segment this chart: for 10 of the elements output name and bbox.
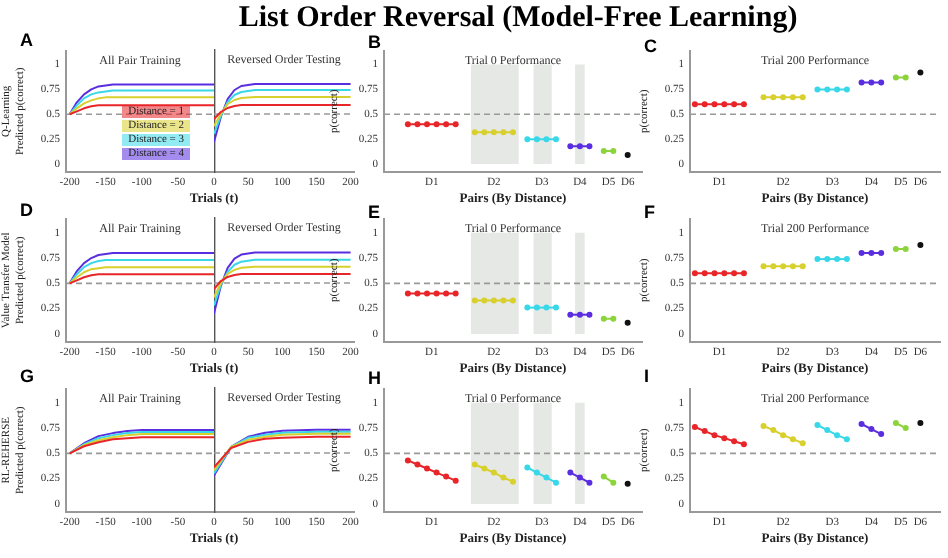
text: I	[644, 366, 650, 386]
text: H	[368, 368, 381, 388]
text: B	[368, 32, 381, 52]
text: List Order Reversal (Model-Free Learning)	[236, 2, 800, 35]
text: G	[20, 366, 35, 386]
text: D	[20, 200, 33, 220]
text: E	[368, 202, 381, 222]
text: A	[20, 30, 33, 50]
text: C	[644, 36, 657, 56]
text: F	[644, 202, 655, 222]
